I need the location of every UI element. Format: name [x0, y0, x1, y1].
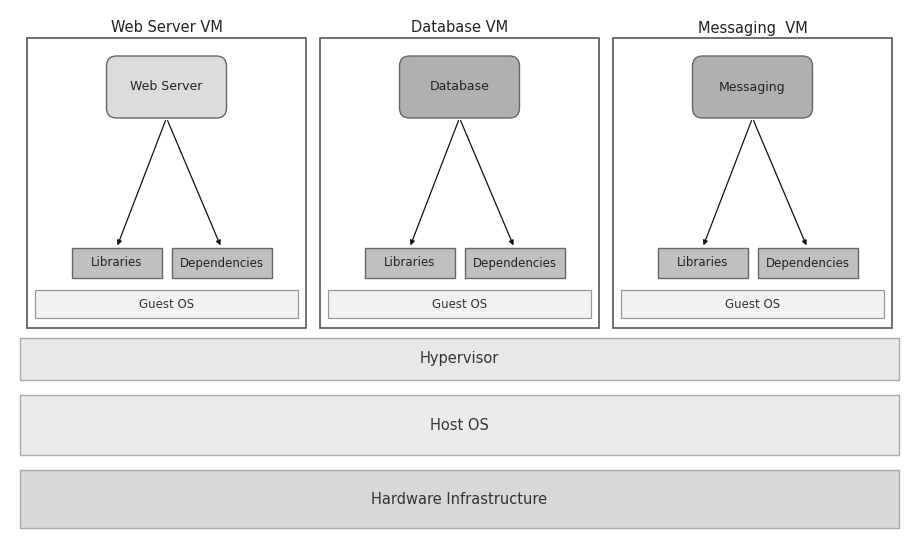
Bar	[20, 338, 899, 380]
Text: Messaging  VM: Messaging VM	[698, 20, 808, 36]
Text: Dependencies: Dependencies	[766, 257, 849, 270]
Text: Hypervisor: Hypervisor	[420, 351, 499, 366]
Text: Dependencies: Dependencies	[179, 257, 264, 270]
Text: Web Server VM: Web Server VM	[110, 20, 222, 36]
Bar	[464, 248, 564, 278]
Text: Libraries: Libraries	[384, 257, 436, 270]
Bar	[20, 395, 899, 455]
Text: Hardware Infrastructure: Hardware Infrastructure	[371, 492, 548, 506]
Bar	[621, 290, 884, 318]
Bar	[757, 248, 857, 278]
Text: Database VM: Database VM	[411, 20, 508, 36]
Text: Guest OS: Guest OS	[139, 298, 194, 310]
Bar	[657, 248, 747, 278]
Text: Libraries: Libraries	[676, 257, 728, 270]
Bar	[613, 38, 892, 328]
FancyBboxPatch shape	[107, 56, 226, 118]
Text: Database: Database	[429, 81, 490, 94]
Bar	[20, 470, 899, 528]
Bar	[172, 248, 271, 278]
Text: Messaging: Messaging	[720, 81, 786, 94]
Text: Guest OS: Guest OS	[725, 298, 780, 310]
Bar	[35, 290, 298, 318]
Text: Web Server: Web Server	[130, 81, 203, 94]
Bar	[27, 38, 306, 328]
Text: Host OS: Host OS	[430, 417, 489, 433]
Bar	[328, 290, 591, 318]
FancyBboxPatch shape	[400, 56, 519, 118]
Bar	[365, 248, 455, 278]
Text: Guest OS: Guest OS	[432, 298, 487, 310]
Bar	[320, 38, 599, 328]
Bar	[72, 248, 162, 278]
Text: Dependencies: Dependencies	[472, 257, 557, 270]
Text: Libraries: Libraries	[91, 257, 142, 270]
FancyBboxPatch shape	[693, 56, 812, 118]
